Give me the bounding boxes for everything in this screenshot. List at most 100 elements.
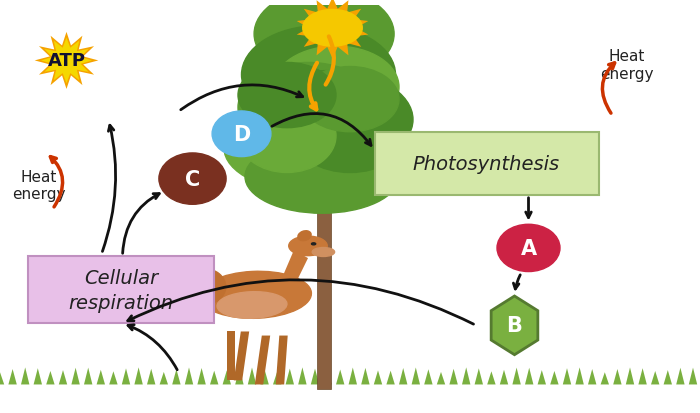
Text: B: B: [507, 316, 522, 335]
Polygon shape: [317, 177, 331, 389]
Polygon shape: [563, 368, 571, 385]
Polygon shape: [185, 368, 193, 385]
Polygon shape: [399, 368, 407, 385]
Polygon shape: [21, 368, 29, 385]
Polygon shape: [122, 368, 130, 385]
Text: ATP: ATP: [48, 52, 85, 70]
FancyBboxPatch shape: [374, 133, 598, 195]
Polygon shape: [588, 369, 596, 385]
Ellipse shape: [497, 225, 560, 272]
Ellipse shape: [217, 292, 287, 318]
Polygon shape: [449, 369, 458, 385]
Polygon shape: [336, 370, 344, 385]
Polygon shape: [260, 370, 269, 385]
Polygon shape: [638, 368, 647, 385]
Text: Heat
energy: Heat energy: [600, 49, 653, 81]
Polygon shape: [601, 373, 609, 385]
Polygon shape: [280, 250, 308, 287]
Polygon shape: [46, 371, 55, 385]
Polygon shape: [34, 33, 98, 90]
Polygon shape: [475, 368, 483, 385]
Ellipse shape: [238, 63, 378, 153]
Polygon shape: [412, 368, 420, 385]
Ellipse shape: [273, 47, 399, 128]
Text: D: D: [233, 124, 250, 145]
Ellipse shape: [288, 237, 328, 256]
Polygon shape: [575, 368, 584, 385]
Polygon shape: [109, 371, 118, 385]
Ellipse shape: [302, 10, 363, 47]
Polygon shape: [297, 0, 368, 59]
Text: Heat
energy: Heat energy: [12, 169, 65, 202]
Polygon shape: [664, 370, 672, 385]
Polygon shape: [689, 368, 697, 385]
Polygon shape: [227, 332, 235, 380]
Polygon shape: [59, 370, 67, 385]
Polygon shape: [172, 369, 181, 385]
Ellipse shape: [199, 272, 312, 318]
Text: C: C: [185, 169, 200, 189]
Polygon shape: [160, 372, 168, 385]
Polygon shape: [550, 371, 559, 385]
Polygon shape: [626, 368, 634, 385]
Polygon shape: [462, 368, 470, 385]
Polygon shape: [147, 369, 155, 385]
Ellipse shape: [301, 67, 399, 133]
Ellipse shape: [238, 63, 336, 128]
Polygon shape: [71, 368, 80, 385]
Ellipse shape: [312, 243, 316, 245]
Polygon shape: [84, 368, 92, 385]
Ellipse shape: [159, 154, 226, 205]
Polygon shape: [437, 372, 445, 385]
Polygon shape: [286, 369, 294, 385]
Polygon shape: [0, 373, 4, 385]
Polygon shape: [298, 368, 307, 385]
Polygon shape: [255, 336, 270, 385]
Ellipse shape: [298, 231, 311, 241]
Polygon shape: [8, 369, 17, 385]
Ellipse shape: [241, 27, 395, 124]
Ellipse shape: [181, 268, 225, 305]
Polygon shape: [311, 369, 319, 385]
Polygon shape: [41, 38, 92, 84]
Polygon shape: [349, 368, 357, 385]
Ellipse shape: [245, 140, 399, 214]
Polygon shape: [223, 370, 231, 385]
Polygon shape: [276, 336, 288, 385]
Polygon shape: [538, 370, 546, 385]
Polygon shape: [235, 368, 244, 385]
Text: Cellular
respiration: Cellular respiration: [68, 268, 174, 312]
Ellipse shape: [294, 100, 406, 173]
Polygon shape: [500, 370, 508, 385]
Polygon shape: [651, 371, 659, 385]
Polygon shape: [424, 369, 433, 385]
Polygon shape: [374, 370, 382, 385]
Text: Photosynthesis: Photosynthesis: [413, 154, 560, 173]
Polygon shape: [491, 296, 538, 355]
Ellipse shape: [245, 71, 413, 169]
Polygon shape: [197, 368, 206, 385]
Polygon shape: [386, 371, 395, 385]
Ellipse shape: [194, 273, 209, 285]
Polygon shape: [210, 371, 218, 385]
Ellipse shape: [238, 100, 336, 173]
Polygon shape: [248, 368, 256, 385]
Polygon shape: [134, 368, 143, 385]
Ellipse shape: [224, 104, 406, 193]
Text: A: A: [520, 238, 537, 258]
Polygon shape: [613, 369, 622, 385]
Polygon shape: [97, 370, 105, 385]
FancyBboxPatch shape: [28, 256, 214, 323]
Polygon shape: [273, 372, 281, 385]
Polygon shape: [525, 368, 533, 385]
Polygon shape: [234, 332, 249, 380]
Ellipse shape: [312, 248, 335, 257]
Polygon shape: [34, 368, 42, 385]
Polygon shape: [323, 372, 332, 385]
Polygon shape: [676, 368, 685, 385]
Polygon shape: [512, 368, 521, 385]
Ellipse shape: [212, 112, 271, 157]
Ellipse shape: [254, 0, 394, 80]
Polygon shape: [487, 371, 496, 385]
Polygon shape: [361, 368, 370, 385]
